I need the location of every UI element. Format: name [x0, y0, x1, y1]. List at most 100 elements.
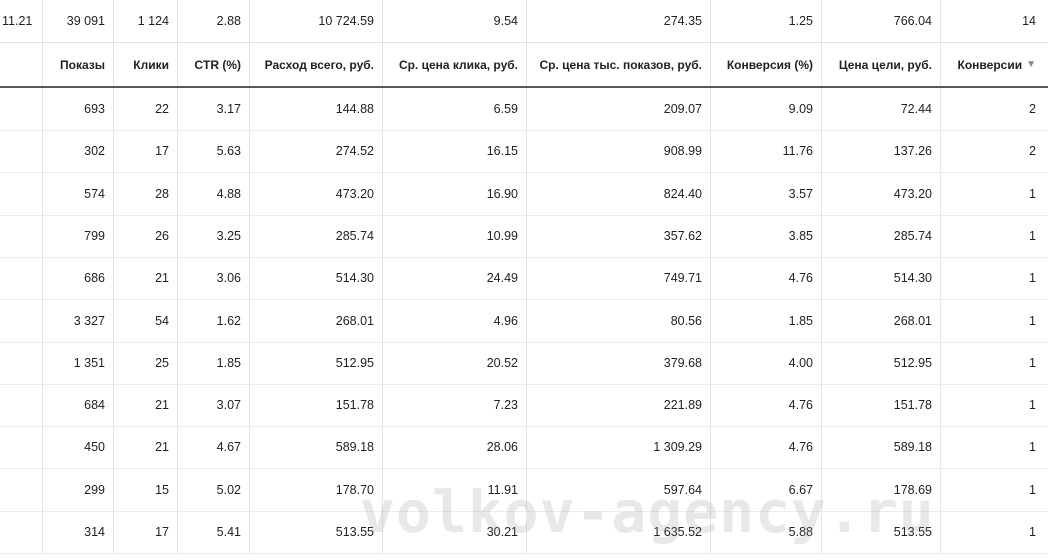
cell-impressions: 299 [42, 468, 113, 511]
cell-clicks: 28 [113, 172, 177, 215]
cell-clicks: 22 [113, 88, 177, 130]
cell-clicks: 25 [113, 341, 177, 384]
cell-goal-cost: 589.18 [821, 426, 940, 469]
column-header-ctr[interactable]: CTR (%) [177, 43, 249, 86]
cell-clicks: 21 [113, 257, 177, 300]
total-cell: 1 124 [113, 0, 177, 42]
cell-row-label [0, 88, 42, 130]
cell-avg-cpc: 4.96 [382, 299, 526, 342]
cell-conversions: 1 [940, 299, 1044, 342]
table-row[interactable]: 302 17 5.63 274.52 16.15 908.99 11.76 137.26 2 [0, 130, 1048, 174]
cell-spend: 589.18 [249, 426, 382, 469]
cell-conversions: 1 [940, 511, 1044, 553]
column-header-conversion-rate[interactable]: Конверсия (%) [710, 43, 821, 86]
table-row[interactable]: 693 22 3.17 144.88 6.59 209.07 9.09 72.44 2 [0, 88, 1048, 131]
cell-impressions: 302 [42, 130, 113, 173]
cell-ctr: 3.17 [177, 88, 249, 130]
cell-ctr: 3.25 [177, 214, 249, 257]
cell-clicks: 26 [113, 214, 177, 257]
cell-spend: 151.78 [249, 384, 382, 427]
cell-goal-cost: 178.69 [821, 468, 940, 511]
table-row[interactable]: 686 21 3.06 514.30 24.49 749.71 4.76 514.30 1 [0, 257, 1048, 301]
cell-goal-cost: 512.95 [821, 341, 940, 384]
cell-spend: 514.30 [249, 257, 382, 300]
column-header-conversions[interactable]: Конверсии ▼ [940, 43, 1044, 86]
cell-avg-cpc: 7.23 [382, 384, 526, 427]
cell-conversion-rate: 9.09 [710, 88, 821, 130]
column-header-impressions[interactable]: Показы [42, 43, 113, 86]
table-row[interactable]: 684 21 3.07 151.78 7.23 221.89 4.76 151.78 1 [0, 384, 1048, 428]
column-header[interactable] [0, 43, 42, 86]
table-row[interactable]: 3 327 54 1.62 268.01 4.96 80.56 1.85 268.01 1 [0, 299, 1048, 343]
cell-avg-cpc: 20.52 [382, 341, 526, 384]
cell-conversion-rate: 3.85 [710, 214, 821, 257]
cell-avg-cpm: 221.89 [526, 384, 710, 427]
cell-avg-cpc: 6.59 [382, 88, 526, 130]
cell-ctr: 5.41 [177, 511, 249, 553]
cell-row-label [0, 426, 42, 468]
cell-avg-cpm: 357.62 [526, 214, 710, 257]
cell-impressions: 574 [42, 172, 113, 215]
cell-goal-cost: 137.26 [821, 130, 940, 173]
cell-clicks: 21 [113, 384, 177, 427]
table-row[interactable]: 450 21 4.67 589.18 28.06 1 309.29 4.76 589.18 1 [0, 426, 1048, 470]
cell-spend: 144.88 [249, 88, 382, 130]
cell-avg-cpm: 749.71 [526, 257, 710, 300]
column-header-clicks[interactable]: Клики [113, 43, 177, 86]
cell-clicks: 21 [113, 426, 177, 469]
header-row: Показы Клики CTR (%) Расход всего, руб. … [0, 43, 1048, 88]
cell-row-label [0, 511, 42, 553]
cell-goal-cost: 514.30 [821, 257, 940, 300]
cell-conversion-rate: 5.88 [710, 511, 821, 553]
table-row[interactable]: 574 28 4.88 473.20 16.90 824.40 3.57 473.20 1 [0, 172, 1048, 216]
cell-impressions: 693 [42, 88, 113, 130]
cell-row-label [0, 173, 42, 215]
table-row[interactable]: 299 15 5.02 178.70 11.91 597.64 6.67 178.69 1 [0, 468, 1048, 512]
cell-impressions: 450 [42, 426, 113, 469]
table-row[interactable]: 314 17 5.41 513.55 30.21 1 635.52 5.88 513.55 1 [0, 511, 1048, 554]
cell-conversions: 2 [940, 88, 1044, 130]
cell-avg-cpm: 209.07 [526, 88, 710, 130]
cell-goal-cost: 473.20 [821, 172, 940, 215]
cell-ctr: 5.02 [177, 468, 249, 511]
cell-clicks: 54 [113, 299, 177, 342]
cell-goal-cost: 285.74 [821, 214, 940, 257]
cell-conversion-rate: 3.57 [710, 172, 821, 215]
cell-row-label [0, 300, 42, 342]
cell-avg-cpm: 824.40 [526, 172, 710, 215]
cell-impressions: 3 327 [42, 299, 113, 342]
cell-row-label [0, 257, 42, 299]
cell-avg-cpm: 80.56 [526, 299, 710, 342]
total-cell: 2.88 [177, 0, 249, 42]
cell-avg-cpc: 24.49 [382, 257, 526, 300]
cell-conversions: 1 [940, 172, 1044, 215]
cell-conversion-rate: 11.76 [710, 130, 821, 173]
cell-row-label [0, 384, 42, 426]
total-cell: 9.54 [382, 0, 526, 42]
cell-avg-cpm: 379.68 [526, 341, 710, 384]
column-header-goal-cost[interactable]: Цена цели, руб. [821, 43, 940, 86]
cell-spend: 512.95 [249, 341, 382, 384]
column-header-spend[interactable]: Расход всего, руб. [249, 43, 382, 86]
cell-clicks: 17 [113, 130, 177, 173]
total-cell: 766.04 [821, 0, 940, 42]
cell-avg-cpc: 30.21 [382, 511, 526, 553]
cell-ctr: 1.62 [177, 299, 249, 342]
table-row[interactable]: 1 351 25 1.85 512.95 20.52 379.68 4.00 512.95 1 [0, 341, 1048, 385]
column-header-avg-cpc[interactable]: Ср. цена клика, руб. [382, 43, 526, 86]
cell-conversion-rate: 4.76 [710, 384, 821, 427]
triangle-down-icon[interactable]: ▼ [1026, 59, 1036, 70]
table-row[interactable]: 799 26 3.25 285.74 10.99 357.62 3.85 285.74 1 [0, 214, 1048, 258]
cell-conversion-rate: 4.76 [710, 257, 821, 300]
cell-conversions: 1 [940, 426, 1044, 469]
cell-impressions: 686 [42, 257, 113, 300]
cell-impressions: 684 [42, 384, 113, 427]
column-header-avg-cpm[interactable]: Ср. цена тыс. показов, руб. [526, 43, 710, 86]
cell-spend: 285.74 [249, 214, 382, 257]
total-cell: 14 [940, 0, 1044, 42]
cell-avg-cpc: 16.15 [382, 130, 526, 173]
total-cell: 39 091 [42, 0, 113, 42]
cell-avg-cpc: 11.91 [382, 468, 526, 511]
total-cell: 10 724.59 [249, 0, 382, 42]
cell-clicks: 17 [113, 511, 177, 553]
